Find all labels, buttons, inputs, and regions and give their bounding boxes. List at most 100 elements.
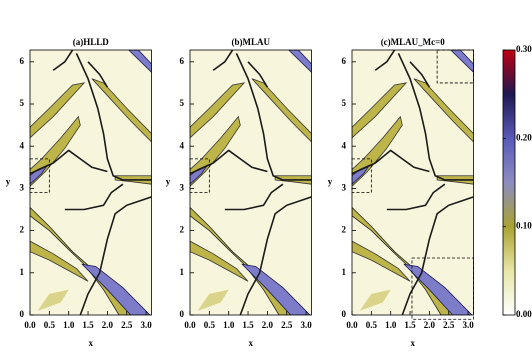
x-tick-label: 2.0 [262,320,274,330]
x-tick-label: 2.5 [281,320,293,330]
y-tick-label: 1 [342,267,347,277]
field-structure [352,240,411,282]
field-background [30,50,152,315]
x-tick-label: 0.5 [44,320,56,330]
field-structure [241,263,311,315]
y-tick-label: 4 [180,140,185,150]
x-tick-label: 2.5 [121,320,133,330]
colorbar-tick-label: 0.20 [516,132,532,142]
field-current-sheet [235,53,312,181]
y-tick-label: 0 [20,309,25,319]
field-current-sheet [64,183,124,211]
y-tick-label: 5 [20,98,25,108]
y-tick-label: 2 [342,225,347,235]
y-tick-label: 6 [20,56,25,66]
x-tick-label: 0.0 [24,320,36,330]
field-structure [359,289,391,311]
field-current-sheet [224,183,284,211]
panel [30,50,152,315]
x-tick-label: 3.0 [140,320,152,330]
chart-title: (c)MLAU_Mc=0 [381,37,446,47]
y-tick-label: 2 [180,225,185,235]
field-current-sheet [386,183,446,211]
y-tick-label: 2 [20,225,25,235]
field-structure [288,50,312,73]
field-current-sheet [374,50,396,71]
y-tick-label: 0 [180,309,185,319]
field-current-sheet [409,61,431,88]
x-axis-label: x [89,338,94,348]
y-tick-label: 4 [342,140,347,150]
x-tick-label: 1.5 [404,320,416,330]
plot-frame [189,49,312,316]
y-tick-label: 1 [20,267,25,277]
colorbar-tick-label: 0.00 [516,309,532,319]
field-structure [450,50,474,73]
panel [190,50,312,315]
chart-title: (a)HLLD [73,37,110,47]
field-current-sheet [79,196,152,315]
x-axis-label: x [249,338,254,348]
x-tick-label: 1.0 [223,320,235,330]
x-tick-label: 2.0 [424,320,436,330]
field-structure [81,263,151,315]
field-structure [190,82,246,139]
x-tick-label: 2.0 [102,320,114,330]
y-tick-label: 6 [180,56,185,66]
x-tick-label: 1.0 [385,320,397,330]
y-axis-label: y [166,177,171,187]
field-current-sheet [397,53,474,181]
colorbar-tick-label: 0.10 [516,221,532,231]
x-tick-label: 3.0 [300,320,312,330]
field-structure [30,206,143,315]
field-structure [30,240,89,282]
field-current-sheet [75,53,152,181]
y-tick-label: 5 [342,98,347,108]
field-structure [128,50,152,73]
field-structure [37,289,69,311]
field-current-sheet [212,50,234,71]
chart-title: (b)MLAU [232,37,271,47]
colorbar [502,49,516,316]
field-structure [352,206,465,315]
y-tick-label: 4 [20,140,25,150]
plot-frame [351,49,474,316]
y-tick-label: 3 [342,182,347,192]
x-tick-label: 1.0 [63,320,75,330]
colorbar-tick-label: 0.30 [516,44,532,54]
y-tick-label: 0 [342,309,347,319]
field-structure [190,240,249,282]
x-tick-label: 2.5 [443,320,455,330]
x-tick-label: 0.0 [346,320,358,330]
zoom-box [351,158,372,194]
field-current-sheet [401,196,474,315]
x-tick-label: 0.0 [184,320,196,330]
x-tick-label: 1.5 [82,320,94,330]
y-tick-label: 3 [180,182,185,192]
field-structure [30,82,86,139]
y-axis-label: y [328,177,333,187]
field-current-sheet [239,196,312,315]
y-tick-label: 6 [342,56,347,66]
field-current-sheet [87,61,109,88]
field-structure [197,289,229,311]
field-current-sheet [247,61,269,88]
x-tick-label: 0.5 [366,320,378,330]
panel [352,50,474,315]
y-tick-label: 1 [180,267,185,277]
zoom-box [29,158,50,194]
plot-frame [29,49,152,316]
field-structure [190,206,303,315]
x-tick-label: 1.5 [242,320,254,330]
y-axis-label: y [6,177,11,187]
field-structure [352,82,408,139]
field-current-sheet [52,50,74,71]
x-axis-label: x [411,338,416,348]
field-background [190,50,312,315]
field-structure [403,263,473,315]
y-tick-label: 5 [180,98,185,108]
zoom-box [189,158,210,194]
x-tick-label: 0.5 [204,320,216,330]
x-tick-label: 3.0 [462,320,474,330]
